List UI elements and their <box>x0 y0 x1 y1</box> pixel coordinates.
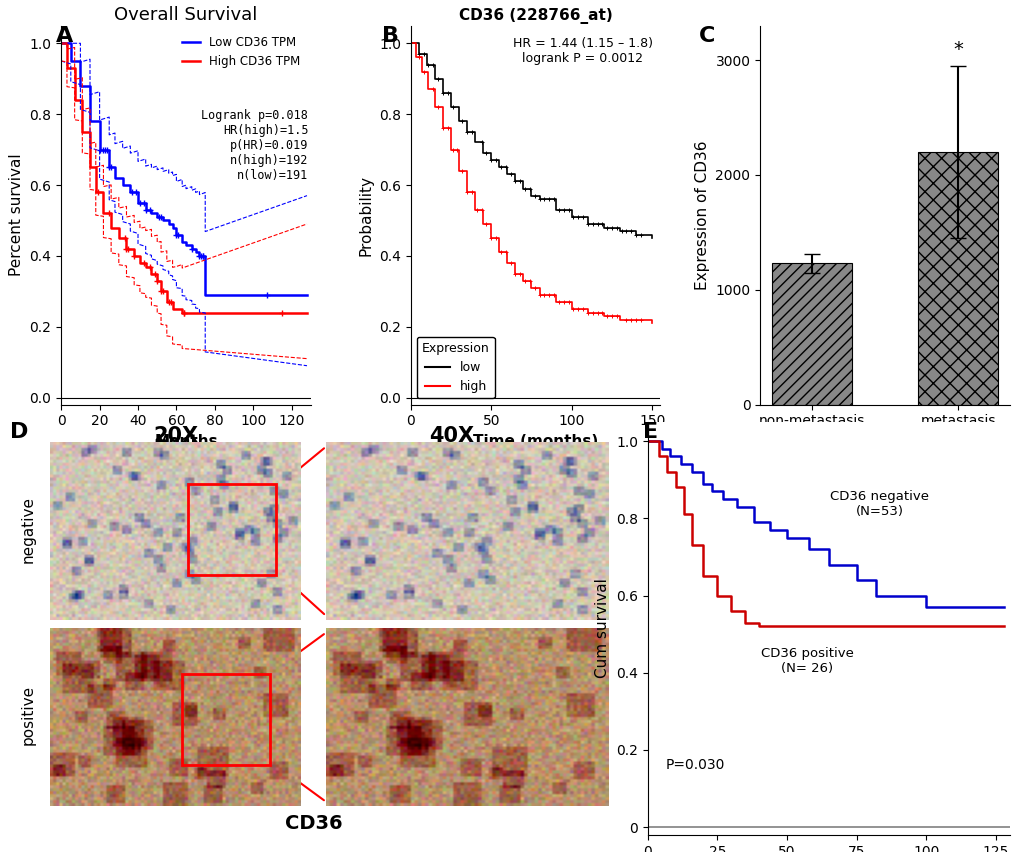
Text: B: B <box>382 26 399 45</box>
Text: CD36: CD36 <box>284 814 342 833</box>
Text: *: * <box>953 40 962 59</box>
Text: A: A <box>56 26 73 45</box>
Y-axis label: Cum survival: Cum survival <box>595 579 609 678</box>
Bar <box>187 484 276 574</box>
Text: D: D <box>10 422 29 441</box>
Text: 40X: 40X <box>429 426 474 446</box>
Legend: Low CD36 TPM, High CD36 TPM: Low CD36 TPM, High CD36 TPM <box>177 32 305 72</box>
Y-axis label: Probability: Probability <box>358 175 373 256</box>
Text: negative: negative <box>20 496 36 562</box>
Text: E: E <box>642 422 657 441</box>
Text: positive: positive <box>20 685 36 746</box>
Bar <box>181 674 269 765</box>
Y-axis label: Percent survival: Percent survival <box>9 154 23 276</box>
Text: C: C <box>698 26 714 45</box>
X-axis label: Time (months): Time (months) <box>473 434 597 449</box>
Text: P=0.030: P=0.030 <box>665 757 725 772</box>
Text: 20X: 20X <box>153 426 198 446</box>
Text: Logrank p=0.018
HR(high)=1.5
p(HR)=0.019
n(high)=192
n(low)=191: Logrank p=0.018 HR(high)=1.5 p(HR)=0.019… <box>202 109 308 182</box>
Bar <box>917 152 998 405</box>
Text: CD36 positive
(N= 26): CD36 positive (N= 26) <box>760 648 853 676</box>
Legend: low, high: low, high <box>417 337 494 399</box>
Title: CD36 (228766_at): CD36 (228766_at) <box>459 8 611 24</box>
Bar <box>770 263 851 405</box>
X-axis label: Months: Months <box>154 434 218 449</box>
Text: HR = 1.44 (1.15 – 1.8)
logrank P = 0.0012: HR = 1.44 (1.15 – 1.8) logrank P = 0.001… <box>513 37 652 65</box>
Y-axis label: Expression of CD36: Expression of CD36 <box>694 141 709 290</box>
Text: CD36 negative
(N=53): CD36 negative (N=53) <box>829 491 928 518</box>
Title: Overall Survival: Overall Survival <box>114 6 258 24</box>
